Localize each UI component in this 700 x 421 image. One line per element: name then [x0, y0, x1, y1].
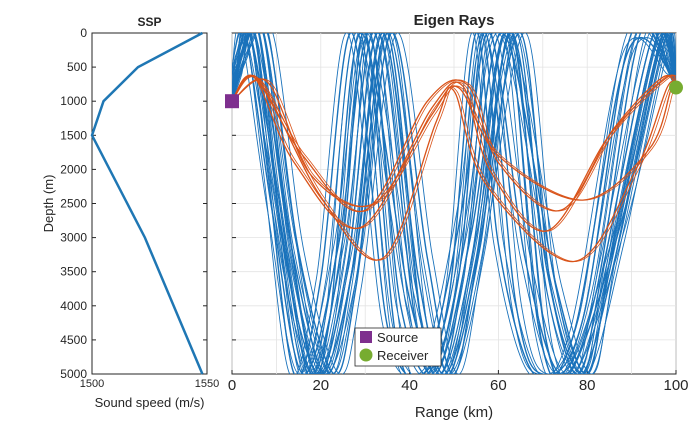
direct-ray — [232, 78, 676, 208]
rays-xtick-label: 80 — [579, 377, 596, 394]
ssp-ticks: 0 500 1000 1500 2000 2500 3000 3500 4000 4500 5000… — [60, 26, 219, 390]
direct-ray — [232, 74, 676, 232]
ssp-profile — [90, 31, 204, 375]
legend-receiver-label: Receiver — [377, 348, 429, 363]
receiver-marker — [669, 80, 683, 95]
ssp-ytick-label: 2500 — [60, 197, 87, 211]
bottom-bounce-ray — [232, 33, 676, 374]
ssp-ytick-label: 0 — [80, 26, 87, 40]
rays-xtick-label: 20 — [312, 377, 329, 394]
bottom-bounce-ray — [232, 33, 676, 374]
ssp-panel: SSP Sound speed (m/s) Depth (m) 0 500 1000… — [41, 15, 219, 410]
legend: Source Receiver — [354, 327, 442, 367]
bottom-bounce-ray — [232, 33, 676, 374]
legend-receiver-marker — [359, 348, 373, 362]
ssp-ytick-label: 4500 — [60, 333, 87, 347]
rays-title: Eigen Rays — [414, 12, 495, 29]
ssp-title: SSP — [137, 15, 161, 29]
rays-xtick-label: 100 — [663, 377, 688, 394]
rays-lines — [232, 33, 676, 374]
bottom-bounce-ray — [232, 33, 676, 374]
rays-xtick-label: 0 — [228, 377, 236, 394]
ssp-line — [90, 31, 204, 375]
rays-xtick-label: 40 — [401, 377, 418, 394]
ssp-ylabel: Depth (m) — [41, 175, 56, 233]
ssp-axes-box — [91, 32, 208, 375]
ssp-ytick-label: 2000 — [60, 162, 87, 176]
ssp-xtick-label: 1550 — [195, 378, 219, 390]
rays-xtick-label: 60 — [490, 377, 507, 394]
ssp-ytick-label: 1000 — [60, 94, 87, 108]
legend-source-marker — [360, 331, 372, 343]
direct-ray — [232, 74, 676, 232]
direct-ray — [232, 76, 676, 262]
ssp-ytick-label: 5000 — [60, 367, 87, 381]
ssp-xlabel: Sound speed (m/s) — [95, 395, 205, 410]
ssp-xtick-label: 1500 — [80, 378, 104, 390]
ssp-ytick-label: 3500 — [60, 265, 87, 279]
source-marker — [225, 94, 239, 109]
direct-ray — [232, 75, 676, 212]
legend-source-label: Source — [377, 330, 418, 345]
bottom-bounce-ray — [232, 33, 676, 374]
ssp-ytick-label: 500 — [67, 60, 87, 74]
ssp-ytick-label: 1500 — [60, 128, 87, 142]
ssp-ytick-label: 4000 — [60, 299, 87, 313]
direct-ray — [232, 78, 676, 207]
rays-xlabel: Range (km) — [415, 404, 493, 421]
bottom-bounce-ray — [232, 33, 676, 374]
bottom-bounce-ray — [232, 33, 676, 374]
bottom-bounce-ray — [232, 33, 676, 374]
ssp-ytick-label: 3000 — [60, 231, 87, 245]
rays-markers — [225, 80, 683, 109]
rays-ticks: 0 20 40 60 80 100 — [228, 32, 689, 394]
eigen-rays-panel: Eigen Rays Range (km) 0 20 40 60 80 100 Sourc… — [225, 12, 689, 421]
direct-ray — [232, 76, 676, 263]
